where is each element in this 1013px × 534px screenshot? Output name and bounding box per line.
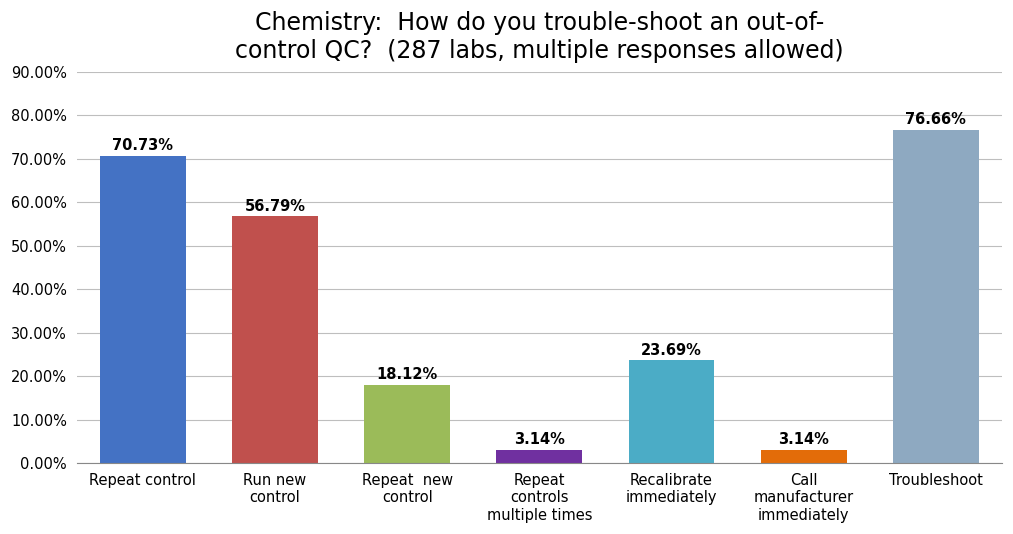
Bar <box>496 450 582 464</box>
Text: 76.66%: 76.66% <box>906 112 966 127</box>
Bar <box>232 216 318 464</box>
Text: 23.69%: 23.69% <box>641 343 702 358</box>
Bar <box>628 360 714 464</box>
Bar <box>100 155 185 464</box>
Title: Chemistry:  How do you trouble-shoot an out-of-
control QC?  (287 labs, multiple: Chemistry: How do you trouble-shoot an o… <box>235 11 844 63</box>
Text: 56.79%: 56.79% <box>244 199 306 214</box>
Text: 3.14%: 3.14% <box>778 432 829 447</box>
Bar <box>761 450 847 464</box>
Text: 18.12%: 18.12% <box>377 367 438 382</box>
Bar <box>365 384 450 464</box>
Bar <box>892 130 979 464</box>
Text: 3.14%: 3.14% <box>514 432 565 447</box>
Text: 70.73%: 70.73% <box>112 138 173 153</box>
